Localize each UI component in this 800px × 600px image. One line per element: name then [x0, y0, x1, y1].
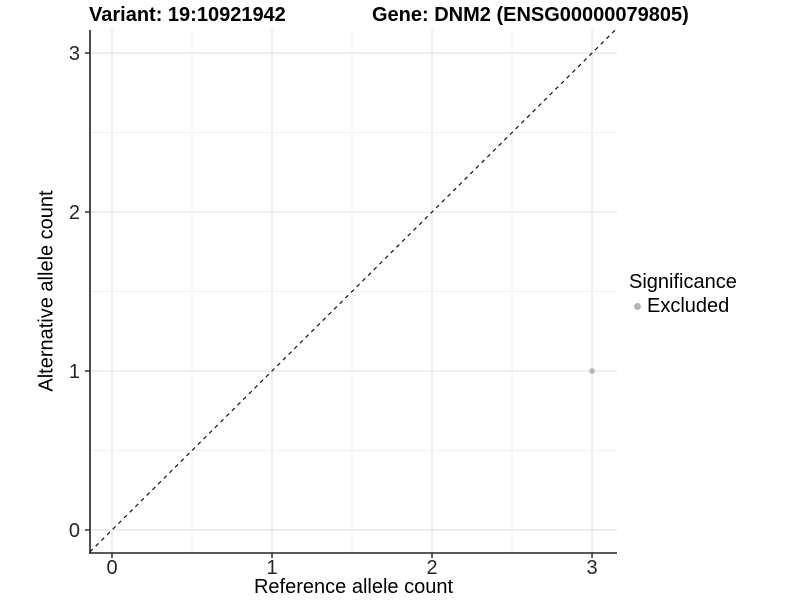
y-tick-label: 0 — [69, 520, 80, 542]
x-tick-label: 3 — [586, 557, 597, 579]
legend-point-icon — [634, 302, 641, 310]
plot-title-variant: Variant: 19:10921942 — [89, 4, 286, 26]
identity-dashed-line — [89, 29, 616, 553]
x-axis-title: Reference allele count — [253, 576, 453, 598]
data-point — [589, 368, 595, 374]
y-axis-title-text: Alternative allele count — [35, 190, 58, 392]
legend: Significance Excluded — [629, 270, 737, 317]
x-tick-label: 1 — [266, 557, 277, 579]
x-tick-label: 2 — [426, 557, 437, 579]
plot-title-gene: Gene: DNM2 (ENSG00000079805) — [372, 4, 689, 26]
legend-title: Significance — [629, 271, 737, 293]
legend-item-label: Excluded — [647, 295, 730, 317]
x-tick-label: 0 — [106, 557, 117, 579]
y-tick-label: 3 — [69, 43, 80, 65]
y-tick-label: 1 — [69, 361, 80, 383]
legend-item-excluded: Excluded — [629, 295, 737, 317]
y-tick-label: 2 — [69, 202, 80, 224]
